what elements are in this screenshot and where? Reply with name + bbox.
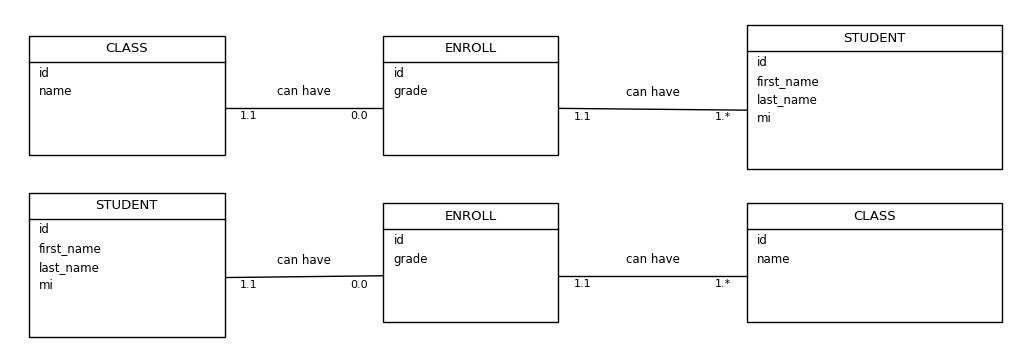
Text: can have: can have — [625, 253, 680, 266]
Text: 1.*: 1.* — [715, 279, 731, 289]
Text: mi: mi — [757, 112, 771, 125]
Bar — [383, 203, 558, 322]
Text: id: id — [39, 223, 50, 236]
Text: CLASS: CLASS — [105, 42, 148, 55]
Text: first_name: first_name — [757, 75, 820, 87]
Text: CLASS: CLASS — [853, 210, 896, 223]
Text: 0.0: 0.0 — [350, 279, 368, 289]
Text: 1.1: 1.1 — [240, 111, 258, 121]
Text: id: id — [393, 67, 405, 80]
Text: 1.1: 1.1 — [574, 279, 591, 289]
Text: name: name — [757, 253, 791, 266]
Text: first_name: first_name — [39, 242, 102, 255]
Text: STUDENT: STUDENT — [96, 199, 158, 212]
Text: last_name: last_name — [757, 93, 818, 106]
Text: 1.*: 1.* — [715, 112, 731, 122]
Text: mi: mi — [39, 279, 54, 292]
Text: 1.1: 1.1 — [574, 112, 591, 122]
Text: grade: grade — [393, 253, 427, 266]
Text: id: id — [757, 56, 768, 69]
Text: 1.1: 1.1 — [240, 279, 258, 289]
Text: 0.0: 0.0 — [350, 111, 368, 121]
Text: can have: can have — [277, 85, 331, 98]
Text: ENROLL: ENROLL — [445, 42, 496, 55]
Text: ENROLL: ENROLL — [445, 210, 496, 223]
Text: last_name: last_name — [39, 261, 100, 274]
Bar — [383, 36, 558, 155]
Text: id: id — [393, 234, 405, 247]
Text: can have: can have — [277, 253, 331, 266]
Bar — [747, 25, 1002, 169]
Text: STUDENT: STUDENT — [844, 32, 905, 45]
Text: can have: can have — [625, 86, 680, 99]
Bar — [29, 193, 225, 337]
Text: id: id — [39, 67, 50, 80]
Text: name: name — [39, 85, 73, 98]
Bar — [747, 203, 1002, 322]
Text: grade: grade — [393, 85, 427, 98]
Bar — [29, 36, 225, 155]
Text: id: id — [757, 234, 768, 247]
